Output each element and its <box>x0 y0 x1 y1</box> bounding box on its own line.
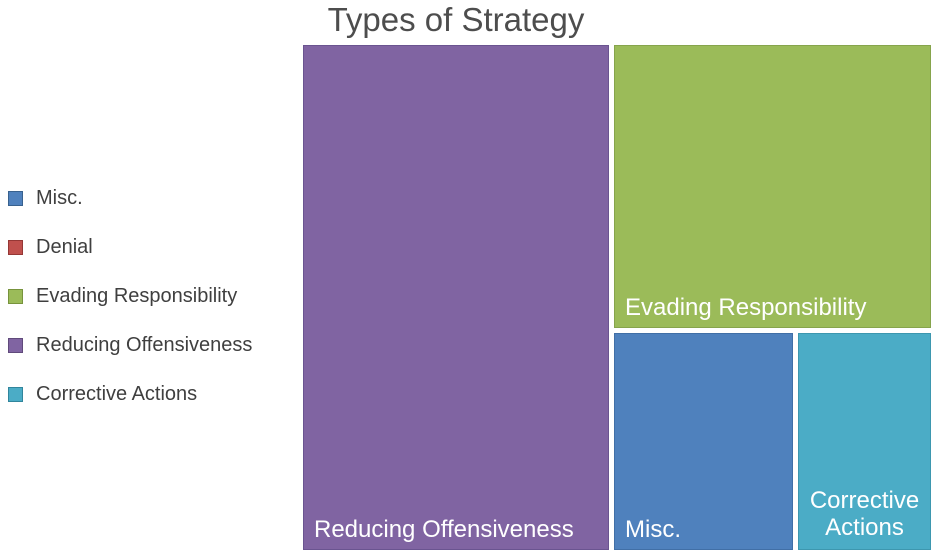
legend-swatch-denial <box>8 239 23 255</box>
treemap-tile-corrective-actions: Corrective Actions <box>798 333 931 550</box>
legend-swatch-reducing-offensiveness <box>8 337 23 353</box>
legend-item-evading-responsibility: Evading Responsibility <box>8 284 298 307</box>
treemap-tile-evading-responsibility: Evading Responsibility <box>614 45 931 328</box>
legend-swatch-corrective-actions <box>8 386 23 402</box>
tile-label-corrective-actions: Corrective Actions <box>809 486 920 542</box>
legend-label-corrective-actions: Corrective Actions <box>36 382 198 405</box>
tile-label-evading-responsibility: Evading Responsibility <box>625 294 867 322</box>
legend-label-denial: Denial <box>36 235 93 258</box>
legend-label-evading-responsibility: Evading Responsibility <box>36 284 238 307</box>
tile-label-reducing-offensiveness: Reducing Offensiveness <box>314 516 574 544</box>
legend-swatch-evading-responsibility <box>8 288 23 304</box>
legend-label-reducing-offensiveness: Reducing Offensiveness <box>36 333 253 356</box>
chart-title: Types of Strategy <box>327 1 585 38</box>
legend-item-denial: Denial <box>8 235 298 258</box>
treemap-tile-reducing-offensiveness: Reducing Offensiveness <box>303 45 609 550</box>
legend-item-misc: Misc. <box>8 186 298 209</box>
treemap-tile-misc: Misc. <box>614 333 793 550</box>
legend-item-reducing-offensiveness: Reducing Offensiveness <box>8 333 298 356</box>
tile-label-misc: Misc. <box>625 516 681 544</box>
legend: Misc. Denial Evading Responsibility Redu… <box>8 186 298 434</box>
legend-swatch-misc <box>8 190 23 206</box>
legend-label-misc: Misc. <box>36 186 83 209</box>
legend-item-corrective-actions: Corrective Actions <box>8 382 298 405</box>
